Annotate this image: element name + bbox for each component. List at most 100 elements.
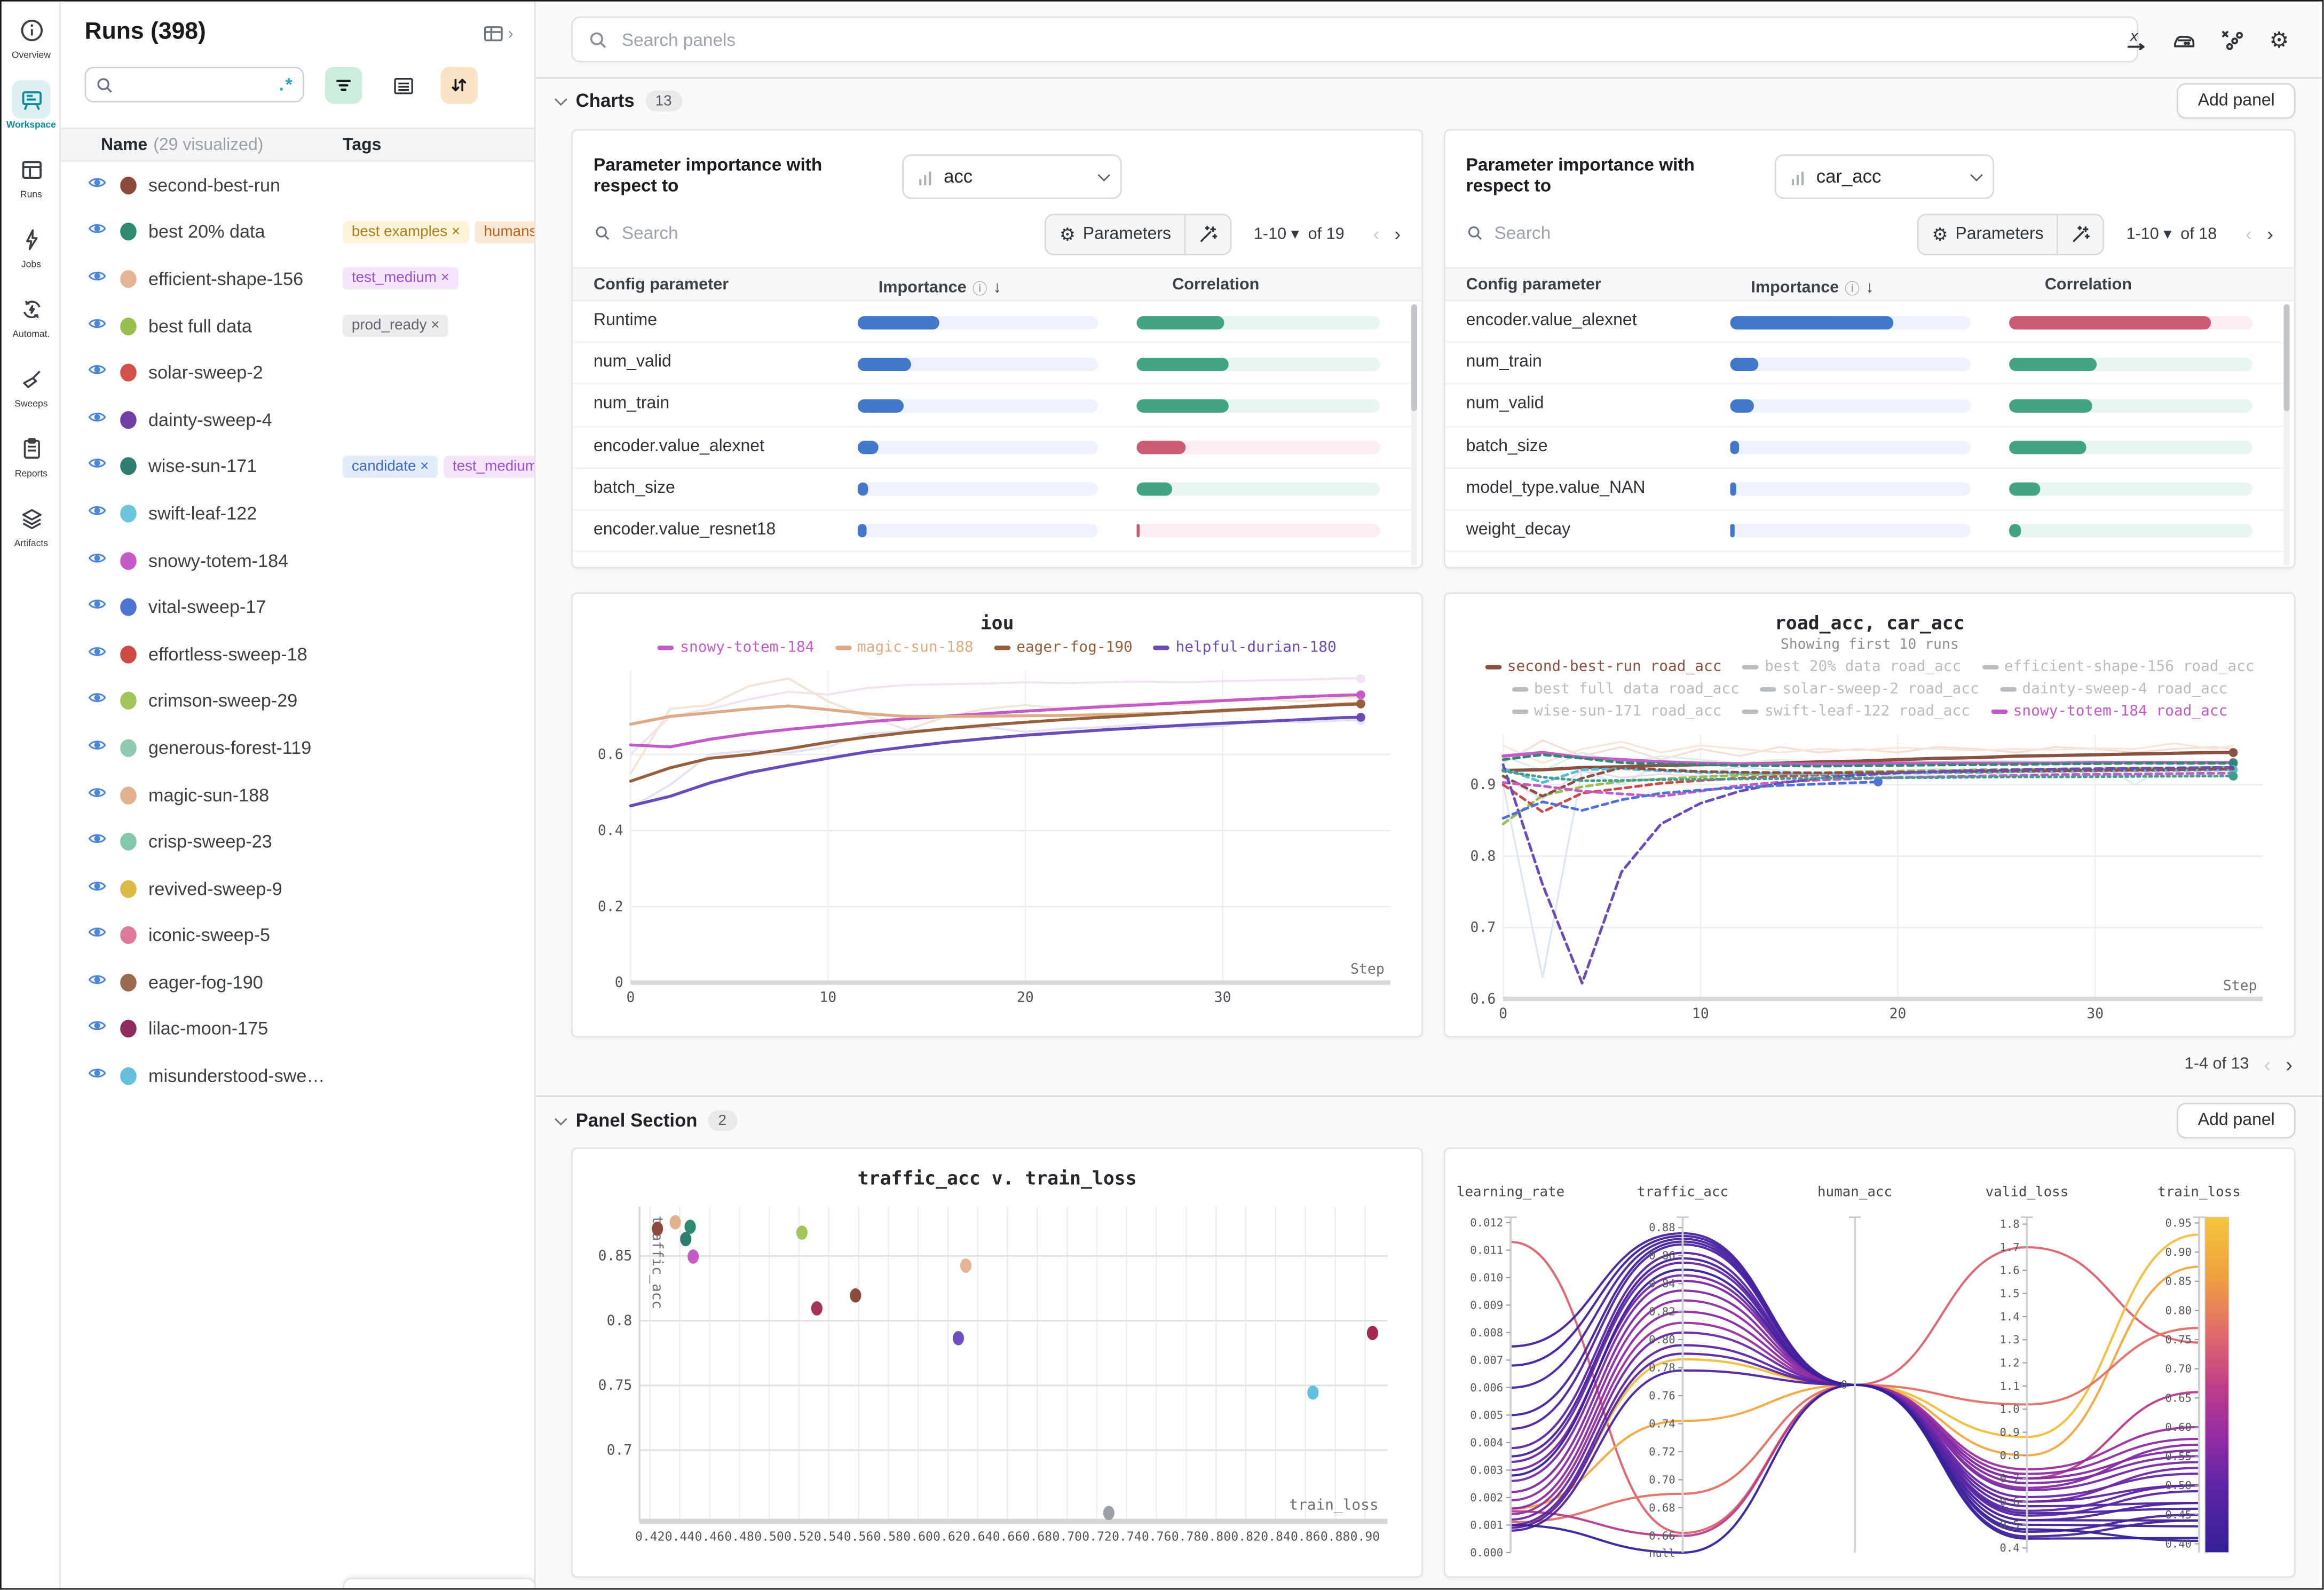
parameters-button-group[interactable]: ⚙ Parameters — [1045, 214, 1232, 256]
tag-pill[interactable]: prod_ready × — [343, 314, 449, 337]
eye-visible-icon[interactable] — [88, 267, 107, 285]
tag-pill[interactable]: test_medium × — [444, 455, 534, 478]
col-correlation[interactable]: Correlation — [2044, 276, 2132, 294]
runs-hscrollbar[interactable] — [343, 1578, 534, 1588]
run-row[interactable]: vital-sweep-17 — [61, 584, 534, 631]
run-visibility-toggle[interactable] — [88, 500, 107, 527]
tag-pill[interactable]: candidate × — [343, 455, 438, 478]
eye-visible-icon[interactable] — [88, 502, 107, 519]
eye-visible-icon[interactable] — [88, 455, 107, 473]
run-visibility-toggle[interactable] — [88, 453, 107, 480]
smoothing-iron-icon[interactable] — [2171, 27, 2197, 53]
eye-visible-icon[interactable] — [88, 314, 107, 332]
importance-pagination[interactable]: 1-10 ▾ of 18 — [2127, 224, 2217, 243]
eye-visible-icon[interactable] — [88, 1018, 107, 1035]
run-visibility-toggle[interactable] — [88, 266, 107, 293]
eye-visible-icon[interactable] — [88, 689, 107, 707]
name-column-header[interactable]: Name — [101, 136, 148, 154]
run-row[interactable]: revived-sweep-9 — [61, 865, 534, 912]
run-row[interactable]: magic-sun-188 — [61, 772, 534, 818]
runs-search[interactable]: .* — [84, 67, 304, 103]
run-row[interactable]: swift-leaf-122 — [61, 490, 534, 537]
col-importance[interactable]: Importance ⓘ ↓ — [879, 276, 1001, 298]
importance-row[interactable]: weight_decay — [1445, 510, 2286, 553]
importance-row[interactable]: num_train — [573, 385, 1413, 427]
run-row[interactable]: solar-sweep-2 — [61, 349, 534, 396]
sidebar-item-workspace[interactable]: Workspace — [2, 80, 61, 131]
next-page-chevron[interactable]: › — [2286, 1052, 2293, 1076]
legend-item[interactable]: snowy-totem-184 road_acc — [1990, 704, 2227, 720]
parameters-button[interactable]: ⚙ Parameters — [1919, 224, 2057, 245]
prev-page-chevron[interactable]: ‹ — [2264, 1052, 2271, 1076]
scrollbar-thumb[interactable] — [1411, 304, 1417, 412]
run-visibility-toggle[interactable] — [88, 875, 107, 902]
filter-button[interactable] — [325, 67, 362, 104]
col-correlation[interactable]: Correlation — [1172, 276, 1260, 294]
eye-visible-icon[interactable] — [88, 830, 107, 847]
panel-search[interactable] — [571, 16, 2138, 62]
prev-page-chevron[interactable]: ‹ — [1373, 223, 1380, 245]
run-row[interactable]: second-best-run — [61, 162, 534, 209]
legend-item[interactable]: efficient-shape-156 road_acc — [1982, 659, 2255, 675]
prev-page-chevron[interactable]: ‹ — [2246, 223, 2252, 245]
importance-row[interactable]: encoder.value_alexnet — [573, 427, 1413, 469]
importance-search[interactable] — [594, 221, 782, 245]
x-axis-settings-icon[interactable]: x — [2123, 27, 2150, 53]
run-visibility-toggle[interactable] — [88, 1016, 107, 1043]
next-page-chevron[interactable]: › — [1394, 223, 1401, 245]
run-visibility-toggle[interactable] — [88, 688, 107, 714]
col-config-parameter[interactable]: Config parameter — [594, 276, 729, 294]
outlier-sampling-icon[interactable] — [2218, 27, 2245, 53]
run-row[interactable]: snowy-totem-184 — [61, 537, 534, 584]
run-visibility-toggle[interactable] — [88, 782, 107, 808]
runs-table-expand-button[interactable]: › — [483, 22, 513, 45]
runs-search-input[interactable] — [114, 74, 279, 95]
eye-visible-icon[interactable] — [88, 783, 107, 800]
eye-visible-icon[interactable] — [88, 877, 107, 894]
sidebar-item-jobs[interactable]: Jobs — [2, 219, 61, 270]
run-row[interactable]: efficient-shape-156 test_medium × — [61, 256, 534, 303]
run-visibility-toggle[interactable] — [88, 219, 107, 246]
collapse-chevron-icon[interactable] — [555, 1112, 567, 1125]
run-visibility-toggle[interactable] — [88, 969, 107, 996]
eye-visible-icon[interactable] — [88, 174, 107, 191]
importance-row[interactable]: num_train — [1445, 343, 2286, 385]
add-panel-button-2[interactable]: Add panel — [2177, 1103, 2296, 1139]
legend-item[interactable]: best 20% data road_acc — [1742, 659, 1961, 675]
magic-wand-button[interactable] — [2058, 224, 2102, 245]
importance-row[interactable]: model_type.value_NAN — [1445, 469, 2286, 511]
sidebar-item-automations[interactable]: Automat. — [2, 289, 61, 340]
next-page-chevron[interactable]: › — [2266, 223, 2273, 245]
eye-visible-icon[interactable] — [88, 971, 107, 988]
info-icon[interactable]: ⓘ — [972, 282, 987, 298]
run-visibility-toggle[interactable] — [88, 735, 107, 761]
run-visibility-toggle[interactable] — [88, 829, 107, 855]
eye-visible-icon[interactable] — [88, 924, 107, 941]
run-row[interactable]: best full data prod_ready × — [61, 303, 534, 350]
run-row[interactable]: eager-fog-190 — [61, 959, 534, 1006]
run-row[interactable]: misunderstood-swe… — [61, 1053, 534, 1100]
importance-row[interactable]: encoder.value_resnet18 — [573, 510, 1413, 553]
importance-row[interactable]: encoder.value_alexnet — [1445, 301, 2286, 343]
importance-pagination[interactable]: 1-10 ▾ of 19 — [1254, 224, 1345, 243]
magic-wand-button[interactable] — [1186, 224, 1230, 245]
legend-item[interactable]: snowy-totem-184 — [658, 640, 814, 656]
run-row[interactable]: crisp-sweep-23 — [61, 818, 534, 865]
run-visibility-toggle[interactable] — [88, 594, 107, 620]
run-visibility-toggle[interactable] — [88, 641, 107, 667]
importance-search-input[interactable] — [619, 221, 782, 245]
parameters-button[interactable]: ⚙ Parameters — [1046, 224, 1184, 245]
sidebar-item-artifacts[interactable]: Artifacts — [2, 499, 61, 549]
run-visibility-toggle[interactable] — [88, 922, 107, 949]
importance-row[interactable]: batch_size — [573, 469, 1413, 511]
sidebar-item-sweeps[interactable]: Sweeps — [2, 359, 61, 410]
importance-row[interactable]: Runtime — [573, 301, 1413, 343]
importance-row[interactable]: num_valid — [573, 343, 1413, 385]
eye-visible-icon[interactable] — [88, 595, 107, 613]
collapse-chevron-icon[interactable] — [555, 92, 567, 105]
run-visibility-toggle[interactable] — [88, 547, 107, 574]
legend-item[interactable]: best full data road_acc — [1512, 681, 1740, 698]
page-range[interactable]: 1-10 ▾ — [2126, 225, 2172, 243]
sidebar-item-reports[interactable]: Reports — [2, 429, 61, 479]
importance-row[interactable]: num_valid — [1445, 385, 2286, 427]
